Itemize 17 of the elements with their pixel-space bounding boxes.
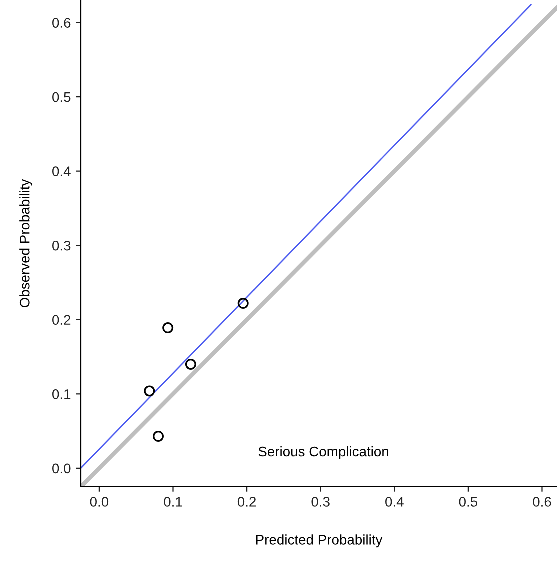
y-tick-label: 0.4	[52, 166, 71, 176]
y-tick-label: 0.2	[52, 315, 71, 326]
x-tick-label: 0.4	[386, 497, 404, 507]
y-tick-label: 0.3	[52, 240, 71, 251]
annotation: Serious Complication	[258, 446, 388, 460]
y-axis-title: Observed Probability	[20, 179, 33, 308]
x-tick-label: 0.0	[90, 497, 109, 507]
y-tick-label: 0.6	[52, 18, 71, 28]
x-tick-label: 0.6	[533, 497, 552, 507]
x-tick-label: 0.3	[312, 497, 330, 507]
x-axis-title: Predicted Probability	[256, 534, 383, 548]
y-tick-label: 0.1	[52, 389, 71, 400]
x-tick-label: 0.5	[459, 497, 478, 507]
y-tick-label: 0.0	[52, 464, 71, 474]
y-tick-label: 0.5	[52, 92, 71, 102]
x-tick-label: 0.2	[238, 497, 256, 507]
x-tick-label: 0.1	[164, 497, 182, 507]
